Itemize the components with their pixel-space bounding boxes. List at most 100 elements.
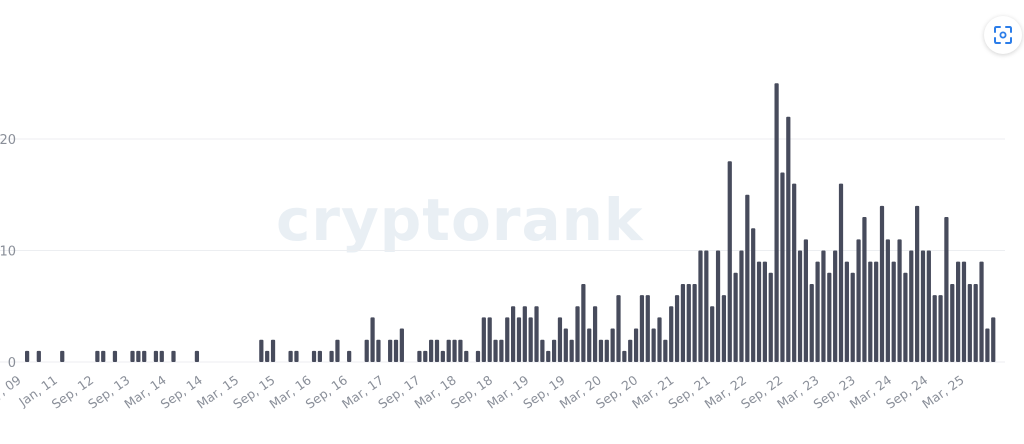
bar[interactable] — [522, 306, 527, 362]
bar[interactable] — [909, 250, 914, 363]
bar[interactable] — [423, 350, 428, 362]
bar[interactable] — [101, 350, 106, 362]
bar[interactable] — [475, 350, 481, 362]
bar[interactable] — [669, 306, 674, 362]
bar[interactable] — [938, 295, 943, 362]
bar[interactable] — [194, 350, 200, 362]
bar[interactable] — [897, 239, 902, 362]
bar[interactable] — [991, 317, 996, 362]
bar[interactable] — [587, 328, 592, 362]
bar[interactable] — [692, 283, 697, 362]
bar[interactable] — [844, 261, 849, 362]
bar[interactable] — [622, 350, 627, 362]
bar[interactable] — [956, 261, 961, 362]
bar[interactable] — [534, 306, 539, 362]
bar[interactable] — [95, 350, 100, 362]
bar[interactable] — [393, 339, 399, 362]
bar[interactable] — [979, 261, 984, 362]
bar[interactable] — [926, 250, 931, 363]
bar[interactable] — [920, 250, 926, 363]
bar[interactable] — [868, 261, 873, 362]
bar[interactable] — [499, 339, 504, 362]
bar[interactable] — [311, 350, 317, 362]
bar[interactable] — [464, 350, 469, 362]
bar[interactable] — [335, 339, 340, 362]
bar[interactable] — [715, 250, 721, 363]
bar[interactable] — [329, 350, 334, 362]
bar[interactable] — [429, 339, 434, 362]
bar[interactable] — [569, 339, 574, 362]
bar[interactable] — [592, 306, 598, 362]
bar[interactable] — [786, 116, 791, 362]
bar[interactable] — [973, 283, 978, 362]
bar[interactable] — [347, 350, 352, 362]
bar[interactable] — [376, 339, 381, 362]
bar[interactable] — [704, 250, 709, 363]
bar[interactable] — [581, 283, 586, 362]
bar[interactable] — [639, 295, 645, 362]
bar[interactable] — [516, 317, 522, 362]
bar[interactable] — [745, 194, 750, 362]
bar[interactable] — [528, 317, 533, 362]
bar[interactable] — [850, 272, 855, 362]
bar[interactable] — [780, 172, 785, 362]
bar[interactable] — [557, 317, 563, 362]
bar[interactable] — [440, 350, 445, 362]
bar[interactable] — [399, 328, 404, 362]
bar[interactable] — [511, 306, 516, 362]
bar[interactable] — [364, 339, 369, 362]
bar[interactable] — [961, 261, 967, 362]
bar[interactable] — [985, 328, 990, 362]
bar[interactable] — [663, 339, 668, 362]
bar[interactable] — [25, 350, 30, 362]
bar[interactable] — [370, 317, 375, 362]
bar[interactable] — [505, 317, 510, 362]
bar[interactable] — [446, 339, 451, 362]
bar[interactable] — [36, 350, 41, 362]
bar[interactable] — [797, 250, 803, 363]
bar[interactable] — [458, 339, 463, 362]
bar[interactable] — [616, 295, 621, 362]
bar[interactable] — [950, 283, 955, 362]
bar[interactable] — [288, 350, 293, 362]
fullscreen-button[interactable] — [984, 16, 1022, 54]
bar[interactable] — [136, 350, 141, 362]
bar[interactable] — [610, 328, 615, 362]
bar[interactable] — [756, 261, 762, 362]
bar[interactable] — [481, 317, 486, 362]
bar[interactable] — [833, 250, 838, 363]
bar[interactable] — [153, 350, 159, 362]
bar[interactable] — [874, 261, 879, 362]
bar[interactable] — [827, 272, 832, 362]
bar[interactable] — [733, 272, 738, 362]
bar[interactable] — [171, 350, 176, 362]
bar[interactable] — [856, 239, 861, 362]
bar[interactable] — [294, 350, 299, 362]
bar[interactable] — [967, 283, 972, 362]
bar[interactable] — [434, 339, 440, 362]
bar[interactable] — [628, 339, 633, 362]
bar[interactable] — [604, 339, 609, 362]
bar[interactable] — [598, 339, 604, 362]
bar[interactable] — [774, 83, 779, 362]
bar[interactable] — [727, 161, 732, 362]
bar[interactable] — [891, 261, 896, 362]
bar[interactable] — [575, 306, 580, 362]
bar[interactable] — [944, 217, 949, 362]
bar[interactable] — [452, 339, 457, 362]
bar[interactable] — [686, 283, 691, 362]
bar[interactable] — [633, 328, 639, 362]
bar[interactable] — [698, 250, 703, 363]
bar[interactable] — [792, 183, 797, 362]
bar[interactable] — [674, 295, 680, 362]
bar[interactable] — [915, 205, 920, 362]
bar[interactable] — [265, 350, 270, 362]
bar[interactable] — [739, 250, 744, 363]
bar[interactable] — [60, 350, 65, 362]
bar[interactable] — [903, 272, 908, 362]
bar[interactable] — [885, 239, 890, 362]
bar[interactable] — [551, 339, 557, 362]
bar[interactable] — [546, 350, 551, 362]
bar[interactable] — [815, 261, 820, 362]
bar[interactable] — [159, 350, 164, 362]
